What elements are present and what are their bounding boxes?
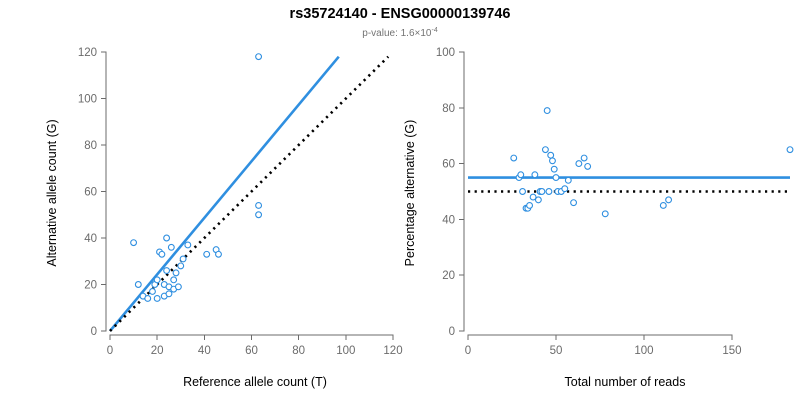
left-y-tick-label: 0 <box>91 326 97 338</box>
right-y-tick-label: 40 <box>442 214 455 226</box>
right-x-tick-label: 150 <box>722 345 741 357</box>
right-data-point <box>526 202 534 209</box>
right-data-point <box>519 188 526 195</box>
right-data-point <box>786 146 794 154</box>
right-y-axis-label: Percentage alternative (G) <box>403 120 417 267</box>
right-y-tick-label: 20 <box>442 270 455 282</box>
left-x-tick-label: 80 <box>292 345 305 357</box>
left-y-tick-label: 80 <box>84 140 97 152</box>
page-title: rs35724140 - ENSG00000139746 <box>290 6 511 22</box>
right-x-tick-label: 50 <box>550 345 563 357</box>
left-regression-fit <box>109 55 340 332</box>
right-data-point <box>547 151 555 159</box>
p-value-text: p-value: 1.6×10 <box>362 28 432 39</box>
left-data-point <box>158 250 166 258</box>
scatter-panel-right: 0 50 100 150 0 20 40 60 80 100 Total number of re… <box>403 47 794 389</box>
left-data-point <box>170 276 178 284</box>
left-data-point <box>144 295 152 302</box>
right-data-point <box>570 199 578 207</box>
left-data-point <box>179 255 187 263</box>
right-data-point <box>580 154 588 162</box>
right-data-point <box>601 210 609 218</box>
left-data-point <box>130 239 138 247</box>
right-data-point <box>538 188 546 195</box>
right-x-axis-label: Total number of reads <box>565 375 686 389</box>
left-x-tick-label: 120 <box>383 345 402 357</box>
left-data-point <box>134 281 142 288</box>
left-data-point <box>153 295 161 302</box>
left-data-point <box>167 243 175 251</box>
left-y-tick-label: 60 <box>84 187 97 199</box>
left-y-tick-label: 100 <box>78 94 97 106</box>
right-plot-area <box>468 107 794 218</box>
right-y-tick-label: 0 <box>449 326 455 338</box>
left-data-point <box>255 202 263 209</box>
right-data-point <box>529 193 537 201</box>
right-data-point <box>564 176 572 184</box>
left-data-point <box>203 250 211 258</box>
right-data-point <box>561 185 569 193</box>
right-data-point <box>575 160 583 168</box>
right-x-tick-label: 100 <box>634 345 653 357</box>
left-y-axis-label: Alternative allele count (G) <box>45 119 59 266</box>
left-data-point <box>184 241 192 249</box>
right-data-point <box>541 146 549 154</box>
left-data-point <box>149 288 156 295</box>
left-x-tick-label: 40 <box>198 345 211 357</box>
right-data-point <box>531 171 539 179</box>
right-y-tick-label: 80 <box>442 103 455 115</box>
left-x-tick-label: 100 <box>336 345 355 357</box>
left-axes: 0 20 40 60 80 100 120 0 20 40 60 80 100 120 <box>78 47 403 357</box>
left-data-point <box>153 276 161 284</box>
right-data-point <box>550 165 558 173</box>
p-value-exponent: -4 <box>431 27 437 34</box>
right-data-point <box>665 196 673 204</box>
left-y-tick-label: 20 <box>84 280 97 292</box>
left-plot-area <box>109 53 390 332</box>
right-data-point <box>534 196 542 204</box>
left-data-point <box>172 269 180 277</box>
right-data-point <box>659 202 667 209</box>
left-y-tick-label: 40 <box>84 233 97 245</box>
left-data-point <box>174 283 182 291</box>
right-data-point <box>543 107 551 115</box>
left-y-tick-label: 120 <box>78 47 97 59</box>
left-data-point <box>163 234 171 242</box>
left-data-point <box>177 262 185 270</box>
right-data-point <box>552 174 560 182</box>
right-y-tick-label: 60 <box>442 159 455 171</box>
right-data-point <box>584 162 592 170</box>
left-data-point <box>255 211 263 219</box>
right-data-point <box>510 154 518 162</box>
left-x-tick-label: 0 <box>107 345 113 357</box>
left-data-point <box>255 53 263 61</box>
left-data-point <box>163 267 171 274</box>
right-data-point <box>549 157 556 165</box>
left-data-point <box>215 250 222 258</box>
right-data-point <box>545 188 553 195</box>
left-x-axis-label: Reference allele count (T) <box>183 375 327 389</box>
right-data-point <box>517 171 525 179</box>
scatter-panel-left: 0 20 40 60 80 100 120 0 20 40 60 80 100 120 Reference… <box>45 47 403 389</box>
left-x-tick-label: 20 <box>151 345 164 357</box>
p-value-subtitle: p-value: 1.6×10-4 <box>362 27 438 39</box>
left-data-point <box>165 290 173 298</box>
right-x-tick-label: 0 <box>465 345 471 357</box>
left-x-tick-label: 60 <box>245 345 258 357</box>
right-y-tick-label: 100 <box>436 47 455 59</box>
right-axes: 0 50 100 150 0 20 40 60 80 100 <box>436 47 742 357</box>
